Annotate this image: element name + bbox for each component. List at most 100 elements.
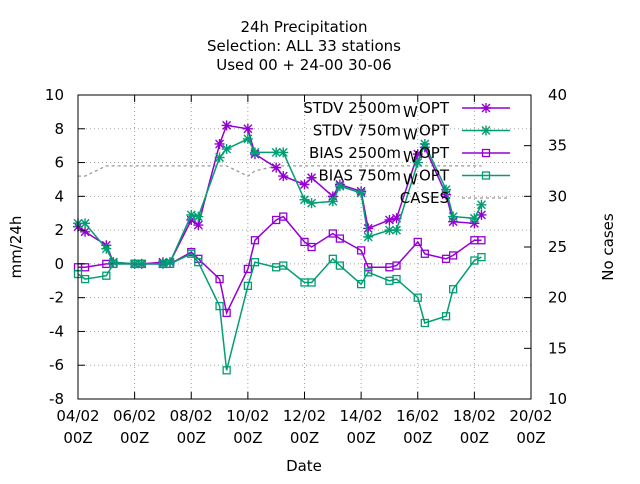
- data-point: [364, 263, 373, 272]
- x-tick-label-sub: 00Z: [290, 429, 319, 447]
- data-point: [165, 257, 176, 268]
- legend-item: BIAS 2500m W OPT: [309, 144, 510, 166]
- y-tick-label: 10: [45, 86, 64, 104]
- legend-label: BIAS 750m: [318, 167, 401, 185]
- y-tick-label: 8: [54, 120, 64, 138]
- data-point: [412, 149, 423, 160]
- data-point: [299, 179, 310, 190]
- data-point: [278, 171, 289, 182]
- data-point: [101, 243, 112, 254]
- data-point: [299, 194, 310, 205]
- data-point: [221, 144, 232, 155]
- data-point: [334, 181, 345, 192]
- y2-tick-label: 10: [548, 390, 567, 408]
- x-tick-label-sub: 00Z: [63, 429, 92, 447]
- data-point: [243, 264, 253, 274]
- legend-item: BIAS 750m W OPT: [318, 167, 510, 189]
- chart-title-line: Selection: ALL 33 stations: [207, 37, 401, 55]
- data-point: [306, 172, 317, 183]
- legend-item: STDV 2500m W OPT: [303, 99, 510, 121]
- data-point: [80, 218, 91, 229]
- data-point: [102, 271, 111, 280]
- data-point: [194, 258, 203, 267]
- data-point: [363, 223, 374, 234]
- data-point: [307, 278, 316, 287]
- data-point: [242, 123, 253, 134]
- x-tick-label: 06/02: [113, 407, 156, 425]
- data-point: [364, 268, 373, 277]
- data-point: [307, 242, 316, 252]
- data-point: [250, 258, 260, 267]
- legend-label-sub: W: [403, 148, 418, 166]
- legend-label: STDV 750m: [313, 122, 401, 140]
- x-tick-label-sub: 00Z: [460, 429, 489, 447]
- y2-tick-label: 30: [548, 187, 567, 205]
- data-point: [448, 285, 458, 294]
- data-point: [222, 308, 231, 318]
- data-point: [469, 218, 480, 229]
- y2-tick-label: 15: [548, 339, 567, 357]
- legend-label: STDV 2500m: [303, 99, 401, 117]
- data-point: [243, 281, 253, 290]
- y-tick-label: -8: [49, 390, 64, 408]
- data-point: [279, 261, 288, 270]
- y-tick-label: -2: [49, 289, 64, 307]
- data-point: [384, 225, 395, 236]
- data-point: [221, 120, 232, 131]
- data-point: [271, 162, 282, 173]
- x-axis-label: Date: [286, 457, 322, 475]
- data-point: [391, 225, 402, 236]
- data-point: [420, 318, 429, 328]
- data-point: [193, 211, 204, 222]
- data-point: [249, 147, 260, 158]
- data-point: [356, 246, 366, 255]
- x-tick-label: 16/02: [396, 407, 439, 425]
- data-point: [186, 214, 197, 225]
- y-tick-label: -6: [49, 356, 64, 374]
- legend-item: STDV 750m W OPT: [313, 122, 510, 144]
- data-point: [448, 216, 459, 227]
- legend-label-sub: W: [403, 103, 418, 121]
- x-tick-label-sub: 00Z: [233, 429, 262, 447]
- data-point: [392, 274, 401, 284]
- legend-marker: [481, 148, 491, 158]
- data-point: [165, 259, 175, 269]
- data-point: [328, 229, 337, 238]
- chart-title-line: 24h Precipitation: [240, 18, 367, 36]
- x-tick-label: 04/02: [56, 407, 99, 425]
- axis-ticks: -8 -6 -4 -2 0 2 4 6 8 10 10 15 20 25 30 35 40 04/02 00Z 06/…: [45, 86, 567, 447]
- y2-tick-label: 25: [548, 238, 567, 256]
- data-point: [448, 211, 459, 222]
- data-point: [384, 214, 395, 225]
- data-point: [109, 259, 118, 269]
- legend-label-suffix: OPT: [419, 167, 450, 185]
- y-tick-label: 0: [54, 255, 64, 273]
- data-point: [215, 301, 224, 311]
- data-point: [327, 191, 338, 202]
- legend-marker: [481, 125, 491, 136]
- data-point: [469, 213, 480, 224]
- x-tick-label-sub: 00Z: [346, 429, 375, 447]
- data-point: [420, 249, 429, 258]
- y-tick-label: -4: [49, 322, 64, 340]
- data-point: [477, 236, 486, 245]
- x-tick-label: 20/02: [509, 407, 552, 425]
- data-point: [477, 252, 486, 262]
- y-tick-label: 2: [54, 221, 64, 239]
- data-point: [137, 259, 146, 269]
- data-point: [215, 274, 224, 284]
- data-point: [412, 157, 423, 168]
- data-point: [80, 263, 90, 272]
- data-point: [214, 138, 225, 149]
- x-tick-label-sub: 00Z: [120, 429, 149, 447]
- y2-tick-label: 40: [548, 86, 567, 104]
- series-layer: [73, 120, 487, 375]
- data-point: [413, 237, 422, 247]
- legend-label: CASES: [400, 189, 449, 207]
- legend-label-suffix: OPT: [419, 99, 450, 117]
- data-point: [441, 312, 451, 321]
- y-tick-label: 4: [54, 187, 64, 205]
- data-point: [363, 231, 374, 242]
- chart-title-line: Used 00 + 24-00 30-06: [216, 56, 391, 74]
